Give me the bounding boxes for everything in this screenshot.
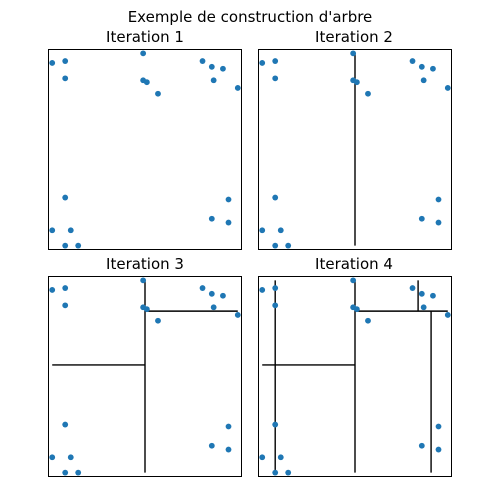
panel-4-data-point-8 [409, 285, 416, 291]
panel-2-data-point-12 [444, 85, 451, 91]
panel-1-data-point-10 [210, 77, 217, 84]
panel-2-data-point-17 [285, 242, 292, 249]
panel-3-points [49, 277, 241, 476]
panel-1-data-point-20 [225, 219, 232, 226]
panel-2-data-point-8 [409, 58, 416, 64]
panel-2-data-point-6 [353, 79, 360, 86]
panel-2-data-point-15 [277, 227, 284, 234]
panel-1-data-point-3 [62, 75, 69, 82]
panel-4-data-point-7 [365, 317, 371, 324]
panel-2-data-point-14 [259, 227, 266, 234]
panel-1-data-point-9 [208, 63, 215, 70]
panel-4-data-point-18 [418, 442, 425, 449]
panel-1-data-point-16 [62, 242, 69, 249]
panel-4-data-point-2 [272, 285, 279, 291]
panel-4-data-point-4 [350, 277, 357, 284]
panel-1-data-point-19 [225, 196, 232, 203]
panel-4-data-point-13 [272, 421, 279, 428]
panel-2-data-point-2 [272, 58, 279, 64]
panel-1-data-point-8 [199, 58, 206, 64]
panel-4-data-point-14 [259, 454, 266, 461]
panel-2-points [259, 50, 451, 249]
panel-4-data-point-19 [435, 423, 442, 430]
panel-3-data-point-3 [62, 302, 69, 309]
panel-1-data-point-7 [155, 90, 161, 97]
panel-3-data-point-17 [75, 469, 82, 476]
panel-2-data-point-16 [272, 242, 279, 249]
panel-3-title: Iteration 3 [106, 255, 184, 273]
panel-3-data-point-18 [208, 442, 215, 449]
panel-2-title: Iteration 2 [315, 28, 393, 46]
panel-1-data-point-11 [220, 65, 226, 72]
panel-1-data-point-4 [140, 50, 147, 57]
panel-4: Iteration 4 [258, 255, 452, 477]
panel-4-data-point-20 [435, 446, 442, 453]
panel-3-data-point-20 [225, 446, 232, 453]
panel-4-data-point-16 [272, 469, 279, 476]
panel-2-data-point-18 [418, 215, 425, 222]
panel-2-data-point-9 [418, 63, 425, 70]
figure-suptitle: Exemple de construction d'arbre [128, 8, 373, 26]
panel-2-data-point-19 [435, 196, 442, 203]
panel-4-data-point-10 [420, 304, 427, 311]
panel-4-data-point-15 [277, 454, 284, 461]
panel-1-data-point-2 [62, 58, 69, 64]
panel-1-data-point-6 [143, 79, 150, 86]
panel-3-data-point-6 [143, 306, 150, 313]
panel-1-data-point-1 [49, 60, 56, 66]
panel-4-data-point-9 [418, 290, 425, 297]
panel-1-data-point-14 [49, 227, 56, 234]
panel-1-data-point-17 [75, 242, 82, 249]
panel-2-data-point-10 [420, 77, 427, 84]
panel-3-data-point-2 [62, 285, 69, 291]
panel-1-data-point-13 [62, 194, 69, 201]
panel-4-splits [262, 280, 448, 473]
panel-3-data-point-11 [220, 292, 226, 299]
panel-2-data-point-7 [365, 90, 371, 97]
panel-3-data-point-13 [62, 421, 69, 428]
panel-3-data-point-7 [155, 317, 161, 324]
panel-1-data-point-15 [67, 227, 74, 234]
panel-2-data-point-1 [259, 60, 266, 66]
panel-4-data-point-12 [444, 312, 451, 318]
panel-4-data-point-11 [430, 292, 436, 299]
panel-2-data-point-20 [435, 219, 442, 226]
panel-1-data-point-12 [234, 85, 241, 91]
panel-1: Iteration 1 [48, 28, 242, 250]
panel-3-data-point-15 [67, 454, 74, 461]
panel-2: Iteration 2 [258, 28, 452, 250]
panel-4-data-point-3 [272, 302, 279, 309]
panel-1-title: Iteration 1 [106, 28, 184, 46]
panel-2-data-point-4 [350, 50, 357, 57]
panel-2-data-point-3 [272, 75, 279, 82]
panel-3-data-point-19 [225, 423, 232, 430]
panel-2-data-point-11 [430, 65, 436, 72]
panel-4-data-point-6 [353, 306, 360, 313]
panel-3-data-point-12 [234, 312, 241, 318]
panel-4-data-point-17 [285, 469, 292, 476]
panel-3: Iteration 3 [48, 255, 242, 477]
panel-3-data-point-1 [49, 287, 56, 293]
panel-3-data-point-9 [208, 290, 215, 297]
panel-2-data-point-13 [272, 194, 279, 201]
panel-3-data-point-8 [199, 285, 206, 291]
panel-1-data-point-18 [208, 215, 215, 222]
panel-4-data-point-1 [259, 287, 266, 293]
panel-3-data-point-16 [62, 469, 69, 476]
panel-4-points [259, 277, 451, 476]
panel-3-data-point-4 [140, 277, 147, 284]
panel-3-splits [52, 280, 238, 473]
panel-3-data-point-14 [49, 454, 56, 461]
panel-1-points [49, 50, 241, 249]
panel-3-data-point-10 [210, 304, 217, 311]
panel-4-title: Iteration 4 [315, 255, 393, 273]
